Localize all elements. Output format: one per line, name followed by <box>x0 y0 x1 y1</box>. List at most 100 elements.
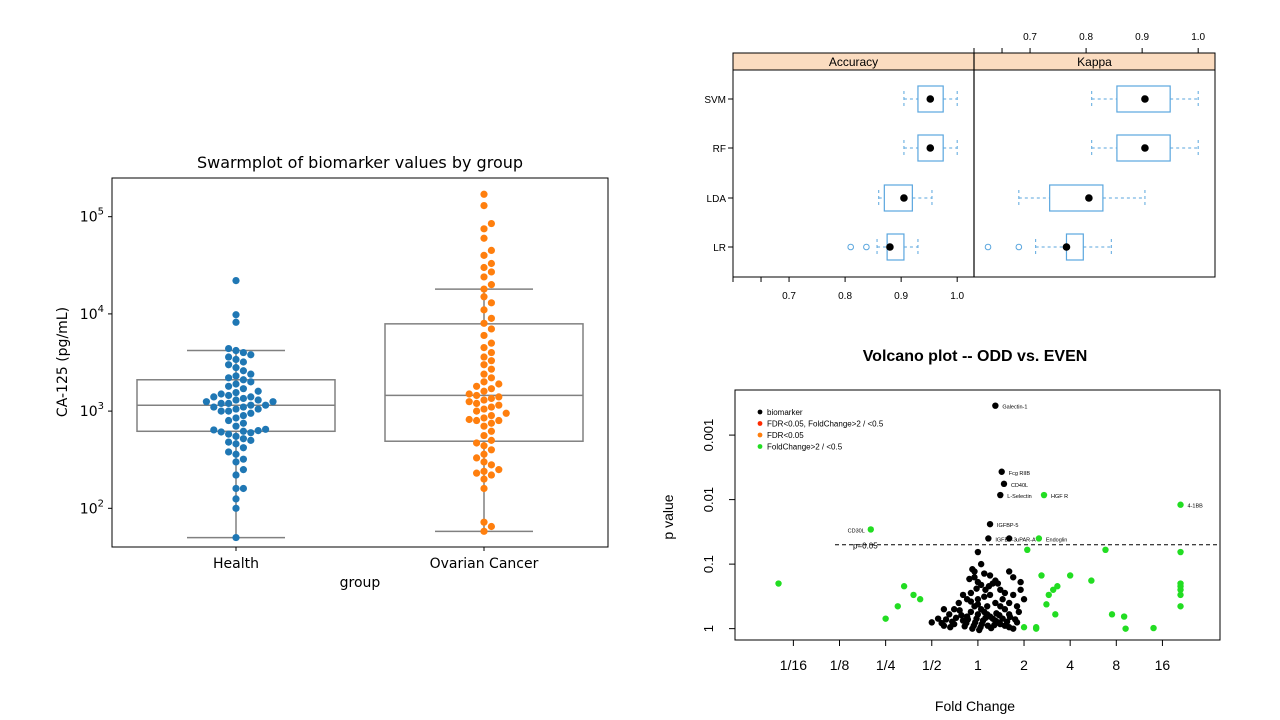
volcano-point <box>982 614 989 622</box>
volcano-point <box>1001 589 1009 597</box>
volcano-point <box>940 606 948 613</box>
swarm-point <box>239 427 247 435</box>
swarm-point <box>473 407 481 415</box>
swarm-point <box>232 396 240 404</box>
volcano-point <box>986 572 994 579</box>
swarm-point <box>473 416 481 425</box>
swarm-point <box>495 380 503 388</box>
volcano-point <box>942 616 950 623</box>
volcano-point-label: Endoglin <box>1046 537 1067 543</box>
swarm-point <box>487 246 495 254</box>
swarm-point <box>225 344 233 353</box>
model-comparison-boxplot: Accuracy Kappa 0.7 0.7 0.8 0.8 0.9 0.9 1.0 1.0 SVM… <box>704 32 1216 302</box>
swarm-point <box>487 299 495 307</box>
box-median-dot <box>886 243 894 251</box>
box-median-dot <box>1085 194 1093 202</box>
volcano-legend-marker <box>757 444 763 449</box>
swarm-point <box>487 403 495 411</box>
volcano-point <box>1005 535 1013 542</box>
swarm-point <box>247 378 255 386</box>
volcano-point <box>1013 603 1021 610</box>
swarm-point <box>239 403 247 411</box>
swarm-point <box>232 364 240 372</box>
volcano-point <box>950 606 958 613</box>
swarm-point <box>487 339 495 347</box>
swarm-point <box>480 475 488 483</box>
swarm-point <box>232 432 240 440</box>
box-median-dot <box>1141 95 1149 103</box>
volcano-point-label: uPAR-A <box>1016 537 1036 543</box>
swarm-point <box>225 416 233 425</box>
swarm-point <box>232 355 240 364</box>
box-median-dot <box>1062 243 1071 251</box>
swarm-x-tick-label: Health <box>213 556 259 572</box>
swarm-point <box>487 461 495 469</box>
swarm-x-axis-label: group <box>340 575 381 591</box>
swarm-point <box>217 390 225 398</box>
swarm-point <box>480 422 488 430</box>
volcano-point <box>1006 613 1014 621</box>
volcano-point <box>1177 501 1184 508</box>
box-iqr <box>883 184 913 212</box>
swarm-point <box>239 348 247 357</box>
swarm-point <box>239 385 247 393</box>
volcano-point <box>974 596 982 603</box>
swarm-point <box>487 446 495 454</box>
volcano-point <box>946 611 953 618</box>
swarm-point <box>232 504 240 512</box>
swarm-point <box>247 409 255 417</box>
volcano-point <box>949 618 956 625</box>
swarm-point <box>239 435 247 443</box>
boxplot-x-tick-label: 1.0 <box>1191 32 1205 43</box>
volcano-point-label: CD30L <box>848 528 865 534</box>
volcano-y-axis-label: p value <box>660 494 676 539</box>
swarm-point <box>487 436 495 444</box>
volcano-point <box>1011 616 1019 623</box>
volcano-point <box>997 586 1004 593</box>
volcano-legend-label: biomarker <box>767 408 803 417</box>
swarm-point <box>232 311 240 319</box>
box-iqr <box>1049 184 1104 212</box>
volcano-point <box>959 591 967 599</box>
swarm-point <box>487 411 495 420</box>
volcano-x-tick-label: 16 <box>1155 657 1171 673</box>
swarm-point <box>232 471 240 479</box>
swarm-point <box>232 277 240 285</box>
volcano-point <box>1010 574 1017 581</box>
swarm-point <box>225 353 233 361</box>
volcano-y-tick-label: 0.01 <box>701 487 716 512</box>
volcano-point <box>963 596 971 603</box>
volcano-y-tick-label: 0.1 <box>701 555 716 573</box>
volcano-point <box>1032 624 1040 631</box>
volcano-point <box>1001 606 1009 613</box>
volcano-point <box>928 619 935 626</box>
volcano-point <box>900 583 908 590</box>
swarm-point <box>480 405 488 413</box>
volcano-point <box>1035 535 1043 542</box>
volcano-point <box>1000 480 1008 488</box>
swarm-point <box>480 306 488 314</box>
swarm-point <box>262 401 270 409</box>
volcano-point <box>1066 572 1074 579</box>
swarm-point <box>487 427 495 435</box>
box-iqr <box>1116 134 1171 162</box>
volcano-point <box>775 580 782 587</box>
swarm-point <box>480 361 488 369</box>
swarm-point <box>247 401 255 409</box>
volcano-point <box>977 581 985 589</box>
swarm-point <box>232 380 240 388</box>
swarm-point <box>480 484 488 493</box>
swarm-point <box>239 358 247 366</box>
volcano-x-tick-label: 8 <box>1112 657 1120 673</box>
volcano-point-label: Fcg RIIB <box>1009 471 1031 477</box>
box-iqr <box>1116 85 1171 113</box>
volcano-point <box>934 615 942 622</box>
volcano-point <box>938 619 945 627</box>
box-iqr <box>917 85 944 113</box>
swarm-point <box>480 414 488 422</box>
swarm-point <box>487 268 495 276</box>
swarm-point <box>239 466 247 474</box>
volcano-point <box>1177 603 1184 610</box>
swarm-point <box>239 367 247 375</box>
swarm-point <box>480 319 488 327</box>
